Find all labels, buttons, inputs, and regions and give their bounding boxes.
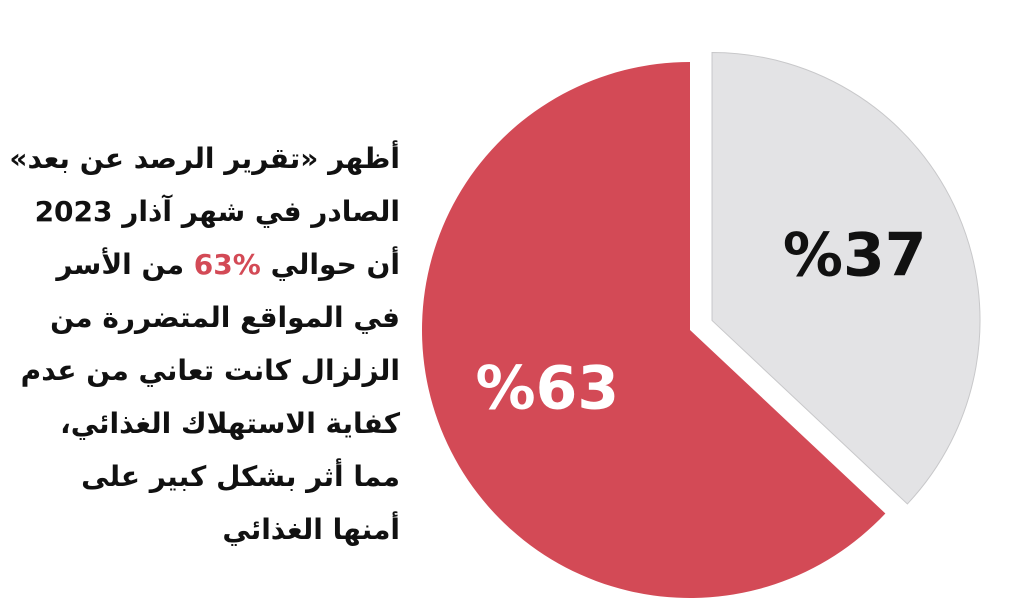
annotation-text: في المواقع المتضررة من <box>50 301 400 334</box>
annotation-text: أمنها الغذائي <box>222 513 400 546</box>
annotation-text: كفاية الاستهلاك الغذائي، <box>60 407 400 440</box>
annotation-highlight: 63% <box>193 248 261 281</box>
slice-label: %37 <box>783 220 927 290</box>
annotation-text: من الأسر <box>56 248 194 281</box>
annotation-line: الزلزال كانت تعاني من عدم <box>0 344 400 397</box>
annotation-text: الزلزال كانت تعاني من عدم <box>20 354 400 387</box>
annotation-line: مما أثر بشكل كبير على <box>0 450 400 503</box>
annotation-line: في المواقع المتضررة من <box>0 291 400 344</box>
annotation-line: أمنها الغذائي <box>0 503 400 556</box>
annotation-line: الصادر في شهر آذار 2023 <box>0 185 400 238</box>
annotation-line: أظهر «تقرير الرصد عن بعد» <box>0 132 400 185</box>
annotation-text: مما أثر بشكل كبير على <box>81 460 400 493</box>
annotation: أظهر «تقرير الرصد عن بعد» الصادر في شهر آ… <box>0 132 400 556</box>
pie-slice <box>711 51 981 505</box>
annotation-line: كفاية الاستهلاك الغذائي، <box>0 397 400 450</box>
annotation-text: أن حوالي <box>260 248 400 281</box>
annotation-text: أظهر «تقرير الرصد عن بعد» <box>9 142 400 175</box>
annotation-text: الصادر في شهر آذار 2023 <box>34 195 400 228</box>
pie-slice <box>421 62 886 598</box>
annotation-line: أن حوالي 63% من الأسر <box>0 238 400 291</box>
slice-label: %63 <box>476 353 620 423</box>
